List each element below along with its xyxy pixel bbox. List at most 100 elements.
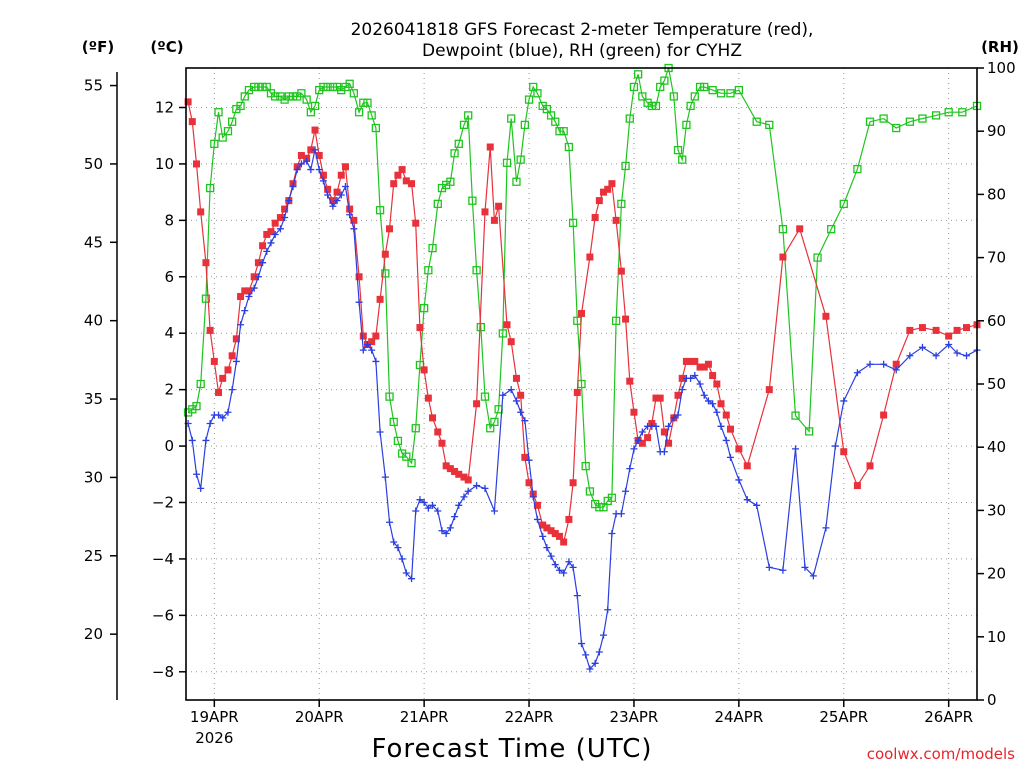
dewpoint-point bbox=[517, 408, 525, 416]
rh-point bbox=[319, 82, 328, 92]
dewpoint-point bbox=[638, 428, 646, 436]
rh-point bbox=[700, 82, 709, 92]
dewpoint-point bbox=[687, 374, 695, 382]
rh-point bbox=[958, 108, 967, 117]
rh-tick-label: 30 bbox=[987, 501, 1006, 519]
temperature-point bbox=[438, 439, 446, 447]
dewpoint-point bbox=[386, 518, 394, 526]
temperature-point bbox=[276, 214, 284, 222]
dewpoint-point bbox=[608, 530, 616, 538]
dewpoint-point bbox=[350, 225, 358, 233]
fahrenheit-tick-label: 50 bbox=[84, 155, 103, 173]
rh-point bbox=[349, 89, 359, 98]
rh-point bbox=[625, 114, 634, 123]
rh-point bbox=[363, 98, 372, 107]
temperature-point bbox=[281, 205, 289, 213]
rh-point bbox=[611, 316, 621, 325]
dewpoint-point bbox=[390, 538, 398, 546]
rh-point bbox=[944, 108, 953, 117]
rh-line bbox=[187, 67, 978, 508]
temperature-point bbox=[241, 287, 249, 295]
dewpoint-point bbox=[285, 197, 293, 205]
dewpoint-point bbox=[219, 414, 227, 422]
dewpoint-point bbox=[617, 510, 625, 518]
rh-point bbox=[931, 111, 941, 120]
dewpoint-point bbox=[726, 453, 734, 461]
temperature-point bbox=[644, 434, 652, 442]
time-tick-label: 20APR bbox=[295, 708, 344, 726]
dewpoint-point bbox=[245, 293, 253, 301]
temperature-point bbox=[228, 352, 236, 360]
dewpoint-point bbox=[678, 386, 686, 394]
temperature-point bbox=[722, 411, 730, 419]
dewpoint-point bbox=[429, 501, 437, 509]
rh-point bbox=[660, 76, 669, 85]
temperature-point bbox=[495, 202, 503, 210]
rh-point bbox=[726, 89, 735, 98]
rh-point bbox=[323, 82, 332, 92]
rh-point bbox=[686, 101, 695, 111]
celsius-tick-label: −8 bbox=[152, 663, 174, 681]
dewpoint-point bbox=[289, 183, 297, 190]
temperature-point bbox=[267, 228, 275, 236]
rh-point bbox=[345, 79, 354, 88]
fahrenheit-tick-label: 40 bbox=[84, 312, 103, 330]
temperature-point bbox=[346, 205, 354, 213]
temperature-point bbox=[341, 163, 349, 171]
rh-point bbox=[595, 503, 604, 512]
temperature-point bbox=[350, 216, 358, 224]
rh-point bbox=[533, 89, 542, 98]
dewpoint-point bbox=[507, 386, 515, 394]
rh-tick-label: 70 bbox=[987, 249, 1006, 267]
dewpoint-point bbox=[963, 352, 971, 360]
temperature-point bbox=[696, 363, 704, 371]
chart-title-line-1: 2026041818 GFS Forecast 2-meter Temperat… bbox=[351, 20, 814, 40]
temperature-point bbox=[486, 143, 494, 151]
temperature-point bbox=[630, 408, 638, 416]
rh-point bbox=[585, 487, 595, 496]
dewpoint-point bbox=[402, 569, 410, 577]
dewpoint-point bbox=[232, 357, 240, 365]
rh-point bbox=[196, 379, 205, 389]
rh-point bbox=[288, 92, 298, 101]
dewpoint-point bbox=[319, 177, 327, 185]
dewpoint-point bbox=[434, 507, 442, 515]
dewpoint-point bbox=[945, 341, 953, 348]
rh-point bbox=[223, 127, 233, 136]
rh-point bbox=[559, 127, 568, 136]
celsius-tick-label: 12 bbox=[155, 99, 174, 117]
rh-point bbox=[647, 101, 656, 111]
temperature-point bbox=[429, 414, 437, 422]
dewpoint-point bbox=[665, 422, 673, 430]
temperature-point bbox=[591, 214, 599, 222]
rh-unit-label: (RH) bbox=[981, 38, 1019, 56]
temperature-point bbox=[700, 363, 708, 371]
temperature-point bbox=[945, 332, 953, 340]
dewpoint-point bbox=[224, 408, 232, 416]
dewpoint-point bbox=[674, 411, 682, 419]
dewpoint-point bbox=[359, 346, 367, 354]
rh-point bbox=[813, 253, 822, 262]
rh-tick-label: 100 bbox=[987, 59, 1016, 77]
celsius-tick-label: 4 bbox=[164, 324, 174, 342]
dewpoint-point bbox=[215, 411, 223, 419]
dewpoint-point bbox=[822, 524, 830, 532]
temperature-point bbox=[473, 400, 481, 408]
dewpoint-point bbox=[709, 400, 717, 408]
rh-point bbox=[507, 114, 516, 123]
rh-point bbox=[673, 146, 683, 155]
celsius-tick-label: −2 bbox=[152, 494, 174, 512]
dewpoint-point bbox=[932, 352, 940, 360]
dewpoint-point bbox=[696, 380, 704, 388]
dewpoint-point bbox=[906, 352, 914, 360]
dewpoint-point bbox=[460, 493, 468, 501]
temperature-point bbox=[674, 391, 682, 399]
rh-point bbox=[516, 155, 525, 164]
dewpoint-point bbox=[250, 284, 258, 292]
temperature-point bbox=[192, 160, 200, 168]
rh-point bbox=[472, 266, 481, 275]
dewpoint-point bbox=[573, 592, 581, 600]
temperature-point bbox=[656, 394, 664, 402]
temperature-point bbox=[460, 473, 468, 481]
rh-point bbox=[411, 424, 420, 433]
